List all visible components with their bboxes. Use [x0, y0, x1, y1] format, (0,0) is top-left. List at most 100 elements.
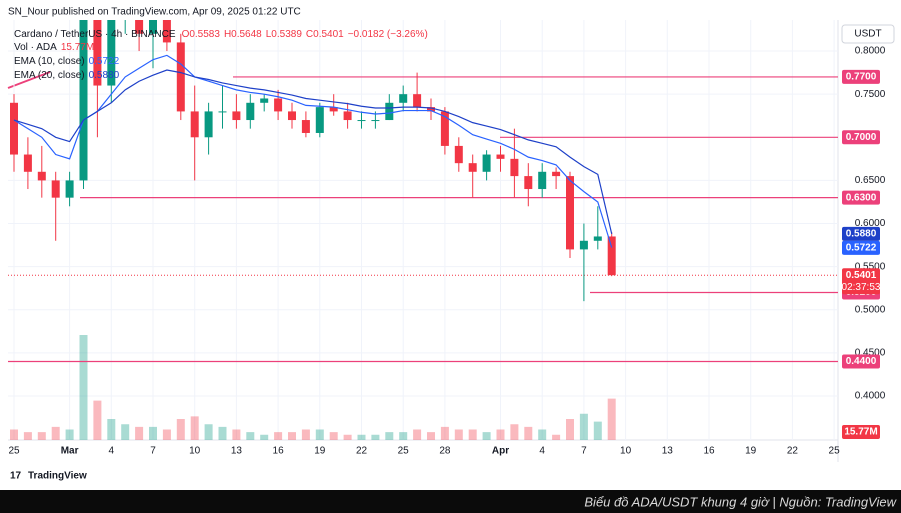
x-tick-label: 25 — [8, 446, 20, 457]
x-tick-label: 10 — [620, 446, 632, 457]
ema-name: EMA (20, close) — [14, 70, 85, 81]
volume-bar — [232, 429, 241, 440]
ema-value: 0.5880 — [89, 70, 120, 81]
x-tick-label: 25 — [829, 446, 841, 457]
candle-body — [413, 94, 422, 108]
volume-bar — [593, 421, 602, 440]
level-label: 0.6300 — [846, 192, 877, 203]
logo-mark: 17 — [10, 471, 22, 482]
y-tick-label: 0.6500 — [855, 175, 886, 186]
candle-body — [190, 111, 199, 138]
volume-bar — [524, 426, 533, 440]
currency: USDT — [854, 29, 881, 40]
y-tick-label: 0.8000 — [855, 46, 886, 57]
volume-bar — [371, 434, 380, 440]
volume-label-box — [842, 425, 880, 439]
x-tick-label: 4 — [539, 446, 545, 457]
candle-body — [232, 111, 241, 121]
level-label: 0.4400 — [846, 356, 877, 367]
x-tick-label: Mar — [61, 446, 79, 457]
x-tick-label: 19 — [745, 446, 757, 457]
volume-bar — [607, 398, 616, 440]
volume-axis-label: 15.77M — [844, 427, 877, 438]
volume-bar — [135, 426, 144, 440]
y-tick-label: 0.5500 — [855, 261, 886, 272]
candle-body — [399, 94, 408, 103]
candle-body — [329, 107, 338, 112]
volume-value: 15.77M — [61, 42, 94, 53]
x-tick-label: 19 — [314, 446, 326, 457]
candle-body — [482, 154, 491, 172]
candle-body — [23, 154, 32, 172]
candle-body — [510, 158, 519, 177]
volume-name: Vol · ADA — [14, 42, 57, 53]
level-label: 0.7000 — [846, 132, 877, 143]
candle-body — [204, 111, 213, 138]
volume-bar — [538, 429, 547, 440]
level-label-box — [842, 190, 880, 205]
volume-bar — [454, 429, 463, 440]
candle-body — [524, 176, 533, 190]
ema-value: 0.5722 — [89, 56, 120, 67]
x-tick-label: 13 — [231, 446, 243, 457]
volume-bar — [510, 424, 519, 440]
level-label-box — [842, 69, 880, 84]
x-tick-label: 28 — [439, 446, 451, 457]
volume-bar — [218, 426, 227, 440]
volume-bar — [107, 419, 116, 440]
volume-bar — [10, 429, 18, 440]
volume-bar — [65, 429, 74, 440]
x-tick-label: 7 — [150, 446, 156, 457]
candle-body — [93, 20, 102, 86]
candle-body — [260, 98, 269, 103]
ema-line — [13, 69, 613, 235]
plot-area — [8, 20, 838, 440]
volume-bar — [468, 429, 477, 440]
candle-body — [496, 154, 505, 159]
currency-box — [841, 24, 895, 44]
volume-bar — [427, 432, 435, 440]
candle-body — [566, 176, 574, 250]
volume-bar — [288, 432, 296, 440]
volume-bar — [93, 400, 102, 440]
ema-line — [13, 54, 613, 248]
volume-bar — [23, 432, 32, 440]
x-tick-label: 10 — [189, 446, 201, 457]
candle-body — [107, 20, 116, 86]
volume-bar — [385, 432, 394, 440]
x-tick-label: 4 — [109, 446, 115, 457]
volume-bar — [496, 429, 505, 440]
trend-line — [7, 71, 51, 89]
candle-body — [135, 20, 144, 34]
x-tick-label: 22 — [356, 446, 368, 457]
ema-name: EMA (10, close) — [14, 56, 85, 67]
publisher: SN_Nour published on TradingView.com, Ap… — [8, 7, 301, 18]
volume-bar — [37, 432, 46, 440]
ema-label-box — [842, 226, 880, 241]
candle-body — [343, 111, 352, 121]
volume-bar — [162, 429, 171, 440]
candle-body — [37, 171, 46, 181]
volume-bar — [246, 432, 255, 440]
candle-body — [440, 111, 449, 146]
volume-bar — [301, 429, 310, 440]
candle-body — [288, 111, 296, 121]
candle-body — [607, 236, 616, 276]
volume-bar — [315, 429, 324, 440]
caption-bar — [0, 490, 901, 513]
y-tick-label: 0.5000 — [855, 304, 886, 315]
x-tick-label: 7 — [581, 446, 587, 457]
candle-body — [176, 42, 185, 112]
candle-body — [149, 20, 157, 34]
volume-bar — [482, 432, 491, 440]
legend-ema: EMA (10, close) 0.5722 — [14, 56, 120, 67]
candle-body — [274, 98, 283, 112]
volume-bar — [149, 426, 157, 440]
volume-bar — [121, 424, 130, 440]
x-tick-label: 25 — [398, 446, 410, 457]
candle-body — [301, 120, 310, 133]
logo: TradingView — [28, 471, 87, 482]
legend-volume: Vol · ADA 15.77M — [14, 42, 94, 53]
